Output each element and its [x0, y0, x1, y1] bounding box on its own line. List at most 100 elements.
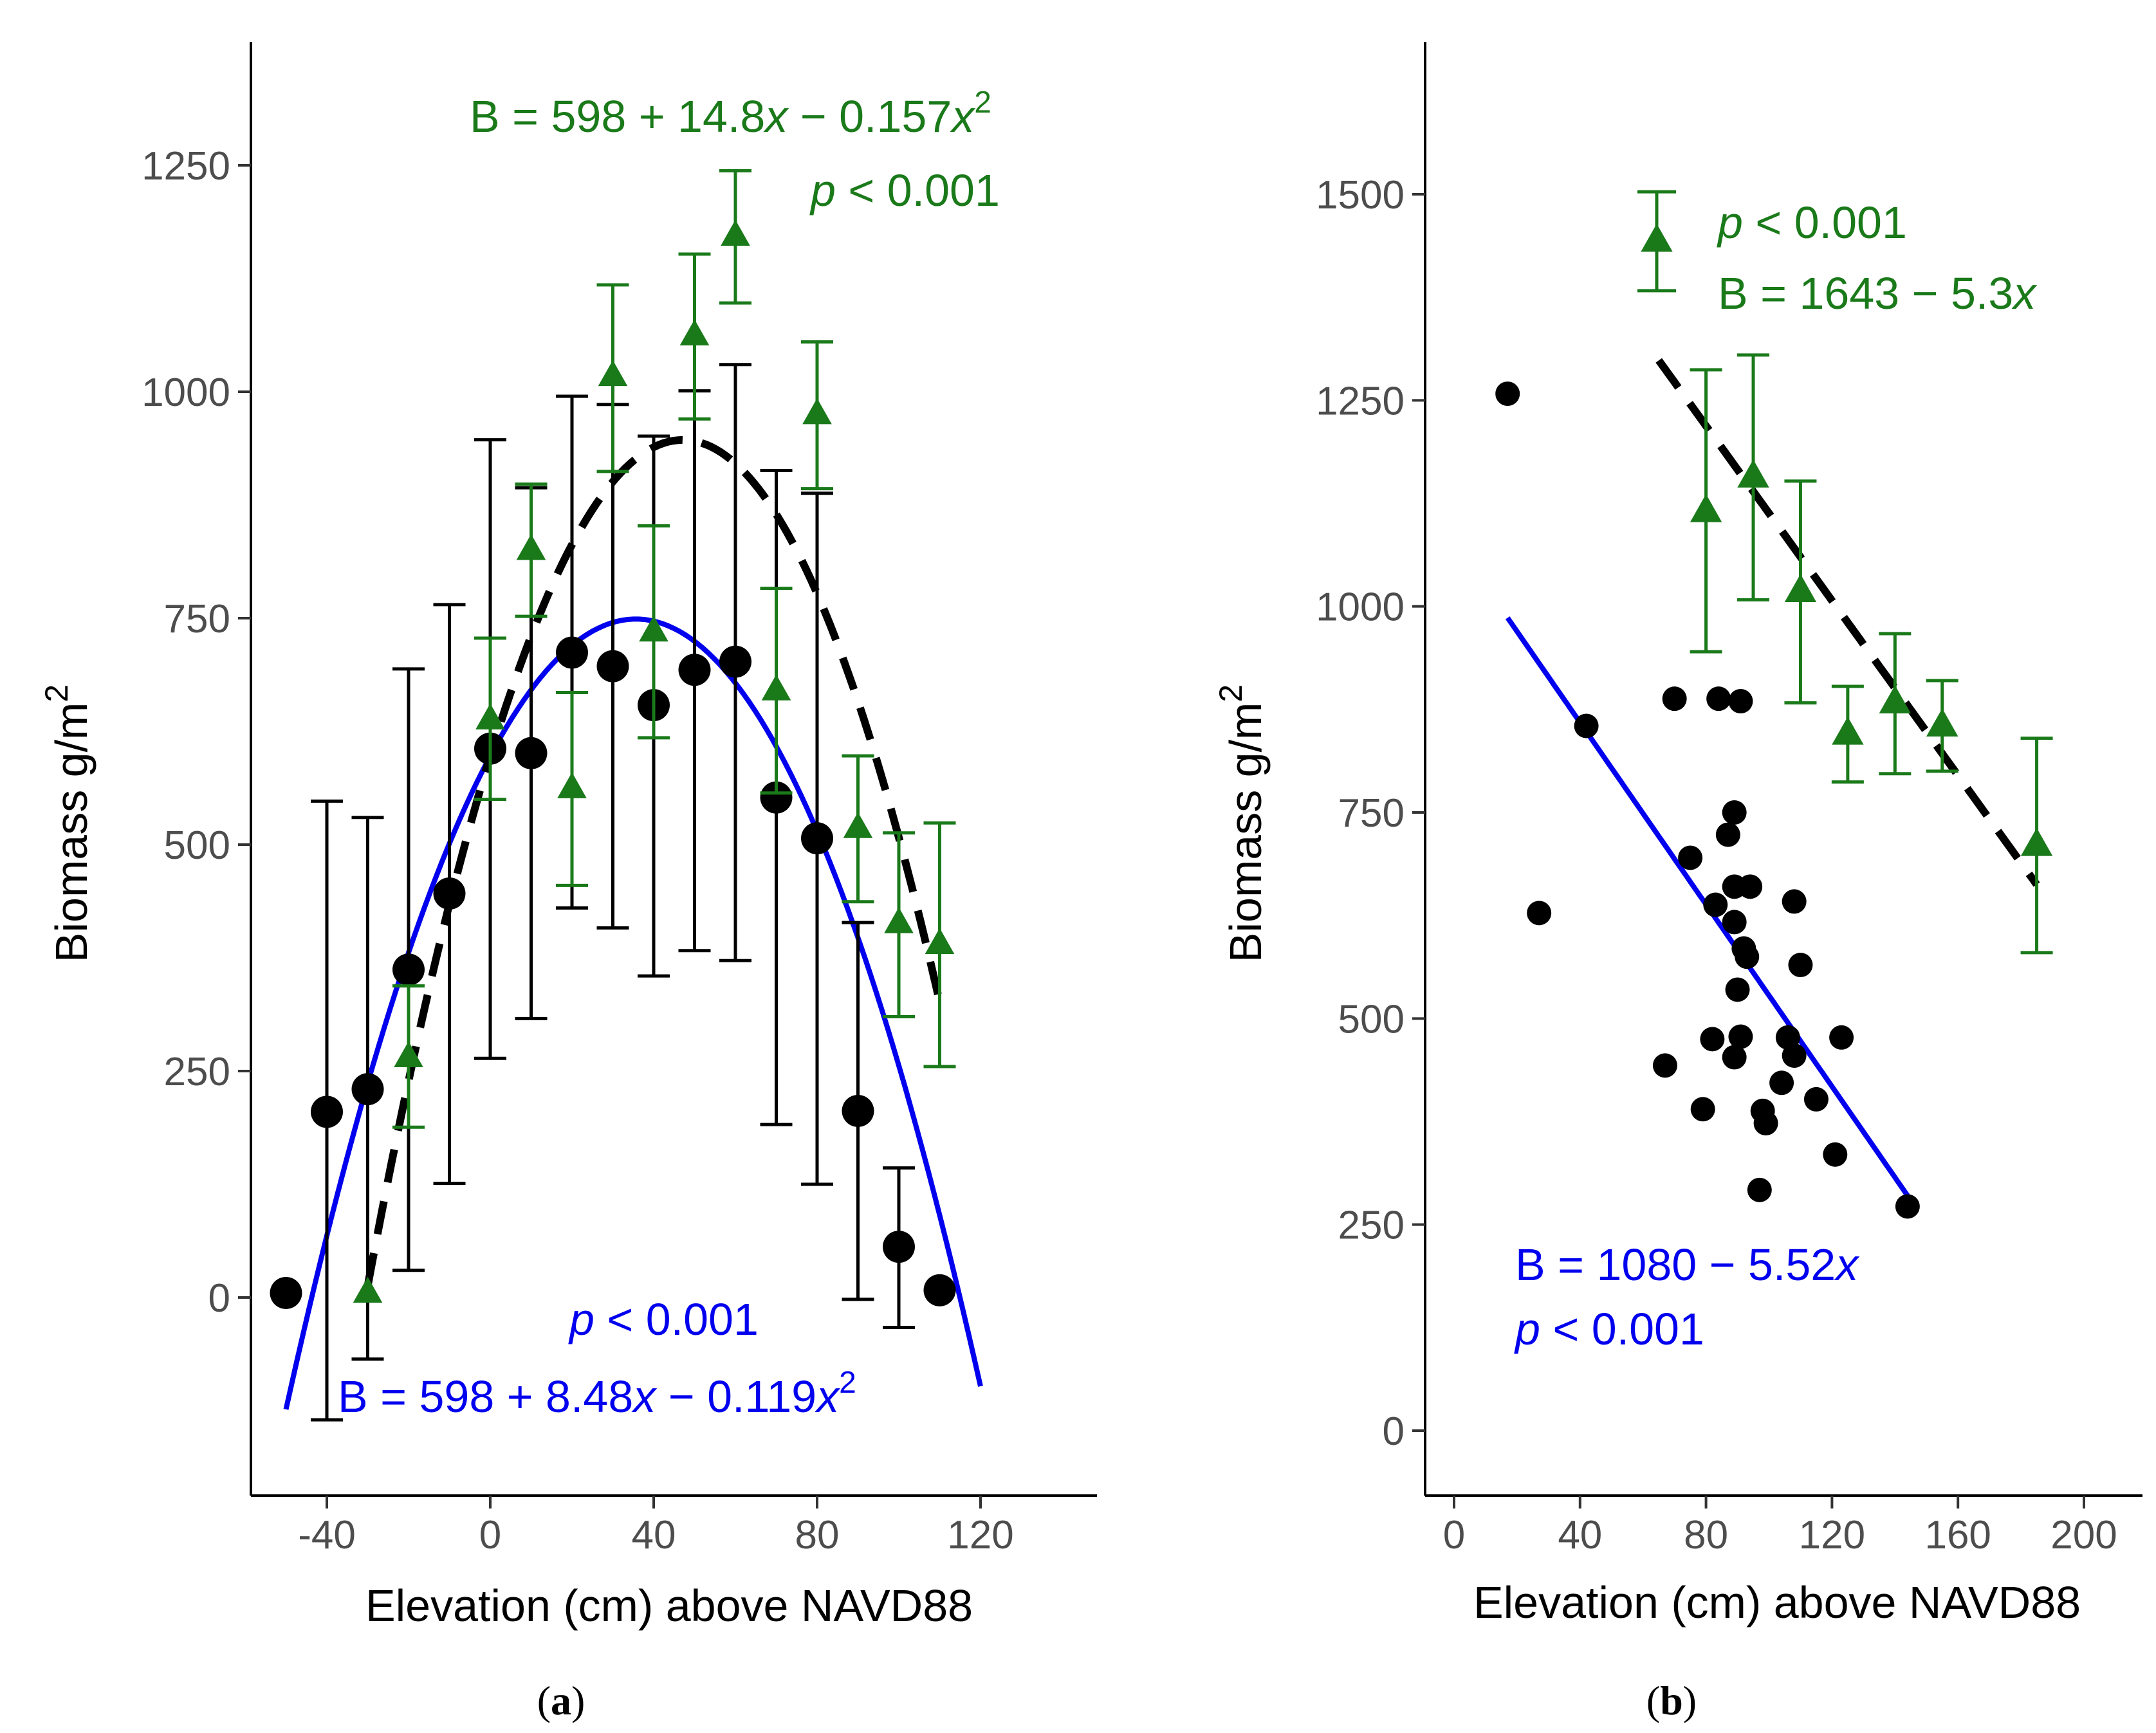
p-value: 0.001 — [1794, 197, 1907, 248]
eq-var: x — [763, 91, 789, 142]
circle-marker — [556, 636, 588, 669]
triangle-marker — [843, 812, 873, 838]
y-tick-label: 0 — [1383, 1409, 1405, 1454]
panel-b-green-equation: B = 1643 − 5.3x — [1718, 268, 2038, 318]
y-tick-label: 500 — [1338, 997, 1405, 1041]
minus-sign: − — [1697, 1240, 1748, 1290]
paren-close: ) — [1683, 1678, 1697, 1723]
eq-superscript: 2 — [839, 1366, 856, 1400]
y-tick-label: 500 — [164, 823, 230, 868]
circle-marker — [392, 953, 425, 986]
circle-marker — [1700, 1027, 1725, 1052]
circle-marker — [1769, 1070, 1794, 1096]
less-than: < — [1743, 197, 1794, 248]
triangle-marker — [802, 398, 832, 425]
circle-marker — [1662, 686, 1687, 711]
paren-close: ) — [571, 1678, 585, 1723]
circle-marker — [1722, 800, 1747, 825]
circle-marker — [923, 1274, 956, 1307]
eq-term: 5.3 — [1951, 268, 2013, 318]
x-tick-label: 0 — [1443, 1513, 1465, 1557]
y-title-text: Biomass g/m — [46, 702, 97, 963]
circle-marker — [1722, 1045, 1747, 1070]
circle-marker — [1728, 1024, 1753, 1049]
circle-marker — [801, 822, 833, 855]
minus-sign: − — [656, 1371, 707, 1422]
y-tick-label: 1250 — [1316, 379, 1405, 423]
eq-var: x — [950, 91, 976, 142]
panel-b-legend — [1637, 190, 1676, 293]
triangle-marker — [516, 534, 546, 560]
x-tick-label: 40 — [632, 1513, 676, 1557]
triangle-marker — [1641, 223, 1673, 252]
panel-b-blue-equation: B = 1080 − 5.52x — [1515, 1240, 1860, 1290]
circle-marker — [1823, 1142, 1848, 1167]
panel-a-y-axis-title: Biomass g/m2 — [39, 684, 97, 962]
plus-sign: + — [494, 1371, 546, 1422]
x-tick-label: 160 — [1924, 1513, 1991, 1557]
panel-b-plot-area: 0 250 500 750 1000 1250 1500 0 40 80 120 160 200 — [1316, 42, 2142, 1557]
circle-marker — [1495, 381, 1520, 407]
triangle-marker — [1737, 459, 1769, 488]
p-symbol: p — [809, 165, 836, 215]
circle-marker — [1788, 953, 1813, 978]
circle-marker — [1690, 1097, 1715, 1122]
circle-marker — [596, 650, 629, 683]
plus-sign: + — [626, 91, 677, 142]
circle-marker — [1722, 910, 1747, 935]
triangle-marker — [679, 319, 710, 345]
triangle-marker — [1784, 574, 1817, 602]
p-value: 0.001 — [1592, 1304, 1704, 1354]
circle-marker — [1703, 892, 1728, 917]
circle-marker — [842, 1094, 874, 1127]
y-tick-label: 250 — [164, 1050, 230, 1094]
less-than: < — [594, 1294, 646, 1344]
x-tick-label: 120 — [947, 1513, 1013, 1557]
eq-term: 5.52 — [1748, 1240, 1836, 1290]
p-value: 0.001 — [887, 165, 1000, 215]
panel-b-label: (b) — [1646, 1678, 1697, 1723]
triangle-marker — [639, 615, 668, 642]
circle-marker — [719, 645, 751, 678]
triangle-marker — [1926, 708, 1958, 737]
circle-marker — [1747, 1177, 1772, 1202]
triangle-marker — [557, 772, 587, 798]
solid-fit-line — [283, 616, 983, 1410]
dashed-fit-line — [1655, 358, 2040, 887]
eq-term: B = 598 — [470, 91, 626, 142]
circle-marker — [1753, 1111, 1778, 1136]
eq-term: 0.157 — [839, 91, 952, 142]
p-symbol: p — [1717, 197, 1743, 248]
circle-marker — [1803, 1087, 1829, 1112]
circle-marker — [1782, 889, 1807, 914]
circle-marker — [270, 1276, 302, 1309]
eq-term: B = 1643 — [1718, 268, 1899, 318]
panel-letter: b — [1660, 1678, 1683, 1723]
y-tick-label: 0 — [208, 1276, 230, 1321]
panel-a: 0 250 500 750 1000 1250 -40 0 40 80 120 B = 598 + … — [39, 42, 1097, 1723]
triangle-marker — [1879, 685, 1911, 713]
panel-a-green-equation: B = 598 + 14.8x − 0.157x2 — [470, 86, 991, 142]
circle-marker — [1652, 1053, 1677, 1078]
x-tick-label: 40 — [1558, 1513, 1602, 1557]
eq-term: B = 598 — [338, 1371, 494, 1422]
triangle-marker — [721, 219, 750, 246]
panel-a-x-axis-title: Elevation (cm) above NAVD88 — [365, 1581, 973, 1631]
x-tick-label: -40 — [298, 1513, 356, 1557]
panel-letter: a — [551, 1678, 571, 1723]
x-tick-label: 80 — [1684, 1513, 1728, 1557]
y-title-superscript: 2 — [1213, 684, 1249, 702]
y-tick-label: 750 — [1338, 791, 1405, 836]
circle-marker — [1725, 977, 1750, 1002]
y-tick-label: 750 — [164, 597, 230, 641]
circle-marker — [311, 1096, 343, 1128]
circle-marker — [1678, 845, 1703, 870]
paren-open: ( — [1646, 1678, 1660, 1723]
less-than: < — [836, 165, 887, 215]
circle-marker — [433, 877, 466, 910]
circle-marker — [1706, 686, 1731, 711]
eq-var: x — [631, 1371, 658, 1422]
circle-marker — [883, 1231, 915, 1263]
circle-marker — [1738, 874, 1763, 899]
